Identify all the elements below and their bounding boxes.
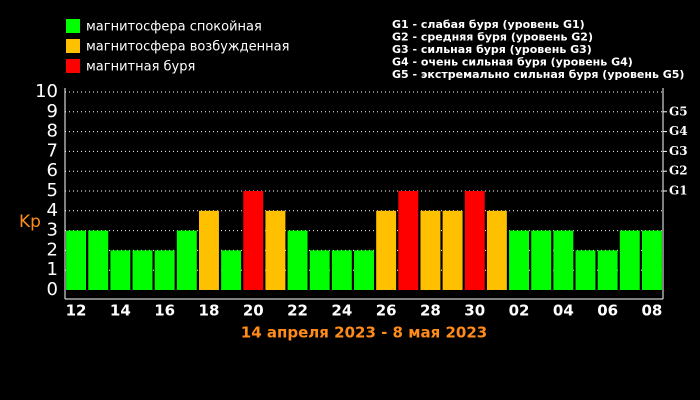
bar <box>619 230 640 290</box>
bar <box>376 210 397 290</box>
bar <box>420 210 441 290</box>
bar <box>354 250 374 290</box>
bar <box>176 230 197 290</box>
x-tick-label: 12 <box>66 302 87 320</box>
x-tick-label: 20 <box>243 302 264 320</box>
legend-swatch <box>66 39 80 53</box>
bar <box>110 250 131 290</box>
x-tick-label: 04 <box>553 302 574 320</box>
y-tick-label: 8 <box>47 121 58 142</box>
x-tick-label: 06 <box>597 302 618 320</box>
bar <box>398 191 419 290</box>
x-tick-label: 26 <box>376 302 397 320</box>
bar <box>66 230 87 290</box>
legend-label: магнитная буря <box>86 60 195 75</box>
y-tick-label: 0 <box>47 279 58 300</box>
x-tick-label: 08 <box>641 302 662 320</box>
legend-swatch <box>66 19 80 33</box>
bar <box>287 230 308 290</box>
x-tick-label: 28 <box>420 302 441 320</box>
y2-tick-label: G4 <box>669 124 688 138</box>
bar <box>486 210 507 290</box>
y2-tick-label: G5 <box>669 104 688 118</box>
subtitle: 14 апреля 2023 - 8 мая 2023 <box>241 324 487 342</box>
x-tick-label: 24 <box>331 302 352 320</box>
y-tick-label: 5 <box>47 180 58 201</box>
y-tick-label: 7 <box>47 140 58 161</box>
y-tick-label: 9 <box>47 101 58 122</box>
bar <box>198 210 219 290</box>
y2-tick-label: G3 <box>669 144 688 158</box>
storm-level: G1 - слабая буря (уровень G1) <box>392 18 585 31</box>
storm-level: G2 - средняя буря (уровень G2) <box>392 31 593 44</box>
x-tick-label: 02 <box>509 302 530 320</box>
legend-label: магнитосфера спокойная <box>86 20 262 35</box>
y-tick-label: 4 <box>47 200 58 221</box>
x-tick-label: 14 <box>110 302 131 320</box>
y2-tick-label: G2 <box>669 164 688 178</box>
storm-level: G4 - очень сильная буря (уровень G4) <box>392 56 633 69</box>
bar <box>309 250 330 290</box>
y-tick-label: 6 <box>47 160 58 181</box>
storm-level: G3 - сильная буря (уровень G3) <box>392 43 592 56</box>
bar <box>221 250 242 290</box>
x-tick-label: 22 <box>287 302 308 320</box>
y2-tick-label: G1 <box>669 184 688 198</box>
storm-level: G5 - экстремально сильная буря (уровень … <box>392 68 684 81</box>
y-tick-label: 10 <box>35 81 58 102</box>
x-tick-label: 16 <box>154 302 175 320</box>
bar <box>331 250 352 290</box>
bar <box>265 210 286 290</box>
x-tick-label: 30 <box>464 302 485 320</box>
y-axis-label: Kp <box>19 212 41 232</box>
bar <box>442 210 463 290</box>
bar <box>88 230 109 290</box>
y-tick-label: 3 <box>47 220 58 241</box>
y-tick-label: 2 <box>47 239 58 260</box>
bar <box>597 250 618 290</box>
bar <box>154 250 175 290</box>
y-tick-label: 1 <box>47 259 58 280</box>
bar <box>464 191 485 290</box>
bar <box>509 230 530 290</box>
bar <box>243 191 264 290</box>
bar <box>132 250 153 290</box>
legend-swatch <box>66 59 80 73</box>
x-tick-label: 18 <box>199 302 220 320</box>
legend-label: магнитосфера возбужденная <box>86 40 289 55</box>
bar <box>641 230 662 290</box>
bar <box>575 250 596 290</box>
bar <box>531 230 552 290</box>
bar <box>553 230 574 290</box>
